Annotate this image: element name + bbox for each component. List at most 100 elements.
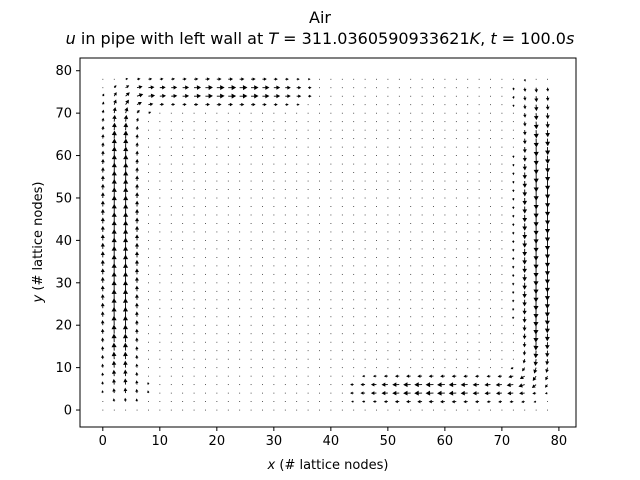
quiver-arrow	[170, 358, 172, 360]
quiver-arrow	[478, 180, 480, 182]
quiver-arrow	[341, 299, 343, 301]
quiver-arrow	[216, 121, 218, 123]
quiver-arrow	[533, 121, 539, 130]
quiver-arrow	[376, 256, 377, 258]
quiver-arrow	[182, 350, 184, 352]
quiver-arrow	[216, 299, 218, 301]
quiver-arrow	[364, 180, 366, 182]
quiver-arrow	[398, 333, 400, 335]
quiver-arrow	[273, 358, 275, 360]
quiver-arrow	[501, 78, 503, 80]
quiver-arrow	[353, 104, 355, 106]
quiver-arrow	[296, 206, 298, 207]
quiver-arrow	[455, 324, 457, 326]
quiver-arrow	[410, 95, 412, 97]
quiver-arrow	[239, 206, 241, 207]
quiver-arrow	[376, 341, 377, 343]
quiver-arrow	[239, 273, 241, 275]
quiver-arrow	[171, 93, 178, 99]
quiver-arrow	[319, 375, 320, 377]
quiver-arrow	[170, 155, 172, 157]
quiver-arrow	[353, 299, 355, 301]
quiver-arrow	[123, 114, 129, 122]
quiver-arrow	[361, 400, 366, 403]
quiver-arrow	[319, 290, 320, 292]
quiver-arrow	[159, 197, 161, 199]
quiver-arrow	[433, 231, 434, 233]
quiver-arrow	[250, 384, 252, 386]
quiver-arrow	[182, 358, 184, 360]
quiver-arrow	[437, 390, 445, 396]
quiver-arrow	[135, 200, 140, 207]
quiver-arrow	[216, 180, 218, 182]
quiver-arrow	[227, 197, 229, 199]
quiver-arrow	[122, 315, 129, 326]
quiver-arrow	[262, 121, 263, 123]
quiver-arrow	[501, 95, 503, 97]
quiver-arrow	[250, 341, 252, 343]
quiver-arrow	[507, 391, 514, 396]
quiver-arrow	[387, 299, 389, 301]
quiver-arrow	[307, 180, 309, 182]
quiver-arrow	[182, 180, 184, 182]
quiver-arrow	[319, 112, 320, 114]
quiver-arrow	[239, 93, 248, 99]
quiver-arrow	[341, 316, 343, 318]
quiver-arrow	[353, 223, 355, 224]
quiver-arrow	[205, 138, 206, 140]
quiver-arrow	[387, 367, 389, 369]
quiver-arrow	[319, 155, 320, 157]
quiver-arrow	[433, 409, 434, 411]
quiver-arrow	[307, 155, 309, 157]
quiver-arrow	[205, 85, 213, 90]
quiver-arrow	[284, 358, 286, 360]
quiver-arrow	[398, 265, 400, 267]
quiver-arrow	[319, 265, 320, 267]
quiver-arrow	[273, 350, 275, 352]
quiver-arrow	[455, 138, 457, 140]
quiver-arrow	[444, 138, 446, 140]
quiver-arrow	[100, 192, 105, 198]
quiver-arrow	[273, 121, 275, 123]
quiver-arrow	[455, 180, 457, 182]
quiver-arrow	[433, 155, 434, 157]
quiver-arrow	[159, 85, 166, 90]
quiver-arrow	[227, 392, 229, 394]
quiver-arrow	[410, 121, 412, 123]
quiver-arrow	[193, 189, 195, 190]
quiver-arrow	[433, 197, 434, 199]
quiver-arrow	[296, 333, 298, 335]
quiver-arrow	[387, 409, 389, 411]
quiver-arrow	[250, 290, 252, 292]
quiver-arrow	[170, 375, 172, 377]
quiver-arrow	[547, 78, 548, 80]
quiver-arrow	[421, 324, 423, 326]
quiver-arrow	[205, 102, 210, 107]
quiver-arrow	[522, 155, 527, 162]
quiver-arrow	[330, 206, 332, 207]
quiver-arrow	[330, 282, 332, 284]
quiver-arrow	[101, 142, 105, 148]
quiver-arrow	[148, 180, 149, 182]
quiver-arrow	[398, 87, 400, 89]
quiver-arrow	[490, 78, 491, 80]
quiver-arrow	[319, 240, 320, 241]
quiver-arrow	[170, 248, 172, 250]
quiver-arrow	[307, 324, 309, 326]
quiver-arrow	[205, 93, 213, 99]
quiver-arrow	[159, 163, 161, 165]
quiver-arrow	[216, 155, 218, 157]
quiver-arrow	[284, 240, 286, 241]
quiver-arrow	[433, 316, 434, 318]
quiver-arrow	[100, 251, 105, 258]
quiver-arrow	[330, 265, 332, 267]
quiver-arrow	[501, 138, 503, 140]
quiver-arrow	[284, 138, 286, 140]
quiver-arrow	[148, 172, 149, 173]
quiver-arrow	[101, 381, 105, 385]
quiver-arrow	[205, 197, 206, 199]
quiver-arrow	[284, 375, 286, 377]
quiver-arrow	[228, 77, 234, 81]
quiver-arrow	[122, 280, 129, 292]
quiver-arrow	[182, 248, 184, 250]
